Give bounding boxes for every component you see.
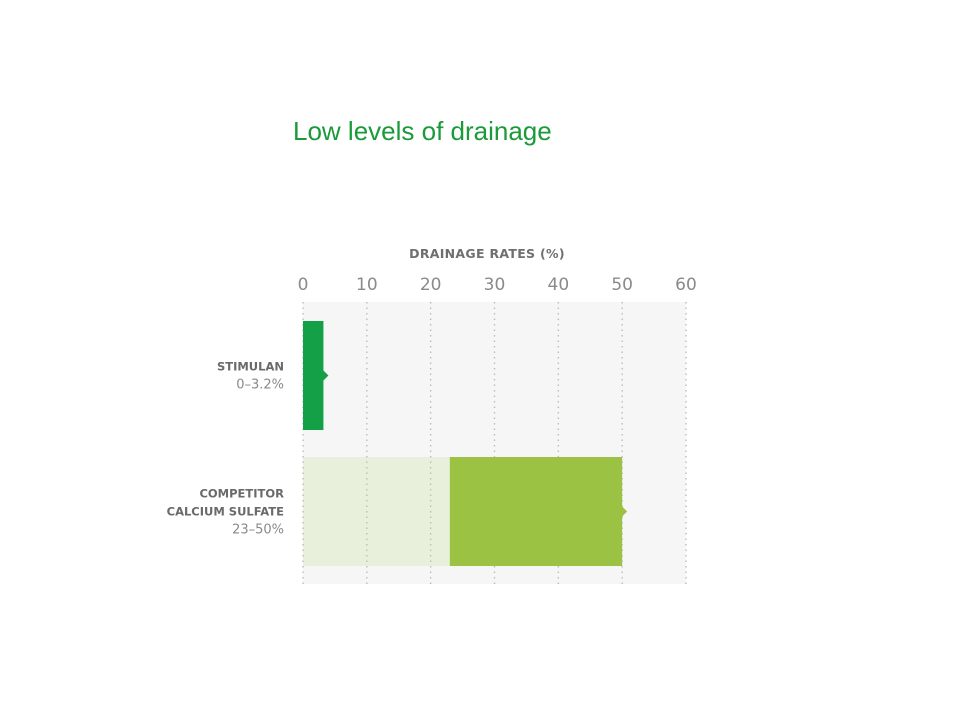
x-tick-label-50: 50 bbox=[611, 275, 633, 295]
category-name-1-line-1: CALCIUM SULFATE bbox=[167, 505, 285, 519]
category-name-0-line-0: STIMULAN bbox=[217, 360, 284, 374]
x-tick-labels: 0 10 20 30 40 50 60 bbox=[298, 275, 697, 295]
bar-layer bbox=[303, 321, 623, 566]
slide-title: Low levels of drainage bbox=[293, 116, 552, 146]
marker-layer bbox=[322, 369, 628, 518]
bar-0 bbox=[303, 321, 324, 430]
bar-1 bbox=[449, 457, 623, 566]
x-tick-label-40: 40 bbox=[548, 275, 570, 295]
category-range-0: 0–3.2% bbox=[236, 378, 284, 393]
x-tick-label-0: 0 bbox=[298, 275, 309, 295]
range-background-layer bbox=[303, 457, 450, 566]
x-tick-label-10: 10 bbox=[356, 275, 378, 295]
x-tick-label-60: 60 bbox=[675, 275, 697, 295]
category-name-1-line-0: COMPETITOR bbox=[199, 487, 284, 501]
category-labels: STIMULAN 0–3.2% COMPETITOR CALCIUM SULFATE 2… bbox=[167, 360, 285, 538]
category-range-1: 23–50% bbox=[232, 523, 284, 538]
range-background-1 bbox=[303, 457, 450, 566]
bar-end-marker-1 bbox=[621, 505, 628, 518]
x-tick-label-30: 30 bbox=[484, 275, 506, 295]
x-tick-label-20: 20 bbox=[420, 275, 442, 295]
bar-end-marker-0 bbox=[322, 369, 329, 382]
x-axis-title: DRAINAGE RATES (%) bbox=[409, 246, 565, 261]
